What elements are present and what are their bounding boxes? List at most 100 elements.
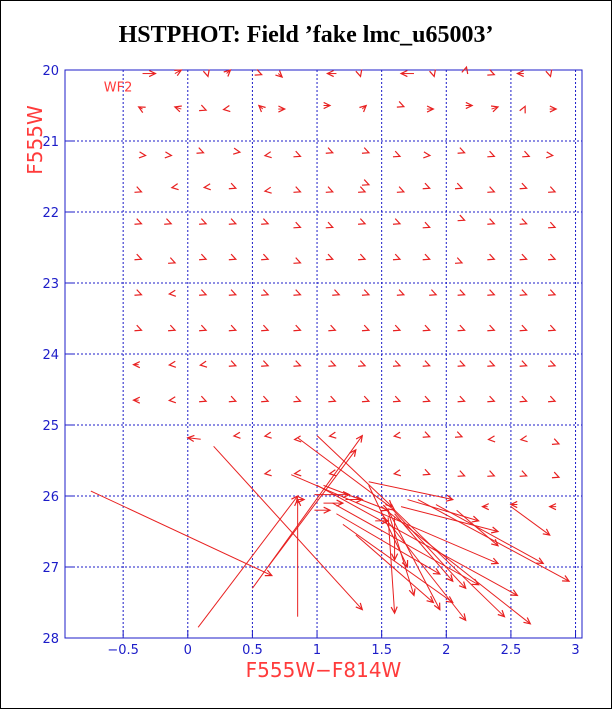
data-point [358,186,367,193]
data-point [457,470,466,477]
data-point [519,105,526,114]
data-point [263,186,272,194]
data-point [422,182,431,190]
x-tick-label: 3 [571,643,579,658]
data-point [361,324,371,332]
data-point [293,221,302,229]
data-point [134,218,143,225]
chart-title: HSTPHOT: Field ’fake lmc_u65003’ [118,22,494,48]
data-point [491,526,500,534]
data-point [325,253,335,261]
data-point [355,69,363,78]
data-point [551,471,561,479]
data-point [422,431,431,438]
data-point [164,151,173,159]
data-point [423,151,432,159]
data-point [198,360,208,368]
data-point [457,395,466,403]
data-point [358,253,367,261]
x-tick-label: 1.5 [371,643,392,658]
data-point [264,569,274,577]
data-point [170,183,179,191]
data-point [293,469,302,477]
data-point [137,106,146,113]
data-point [167,360,177,368]
data-point [497,609,506,618]
data-point [325,147,335,154]
data-point [168,324,177,332]
data-point [196,147,205,154]
data-point [342,490,351,499]
data-point [325,69,334,78]
y-tick-label: 27 [42,561,59,576]
data-point [487,360,496,367]
data-point [361,395,371,403]
data-point [261,324,270,332]
data-point [562,575,571,582]
data-point [167,396,177,404]
data-point [293,150,302,158]
data-point [392,150,402,158]
data-point [228,182,238,190]
data-point [323,506,332,514]
data-point [399,69,408,78]
data-point [519,218,528,225]
data-point [164,218,173,225]
data-point [381,517,390,525]
data-point [536,557,545,565]
data-point [457,147,466,154]
y-tick-label: 20 [42,64,59,79]
data-point [278,105,287,113]
data-point [261,253,270,261]
data-point [167,289,177,297]
data-point [471,515,480,523]
data-point [487,435,496,443]
data-point [228,324,238,332]
y-tick-label: 21 [42,135,59,150]
data-point [429,289,438,296]
data-point [551,438,561,445]
data-point [336,499,345,507]
data-point [168,257,177,264]
data-point [487,150,496,158]
data-point [522,150,531,158]
y-tick-label: 23 [42,277,59,292]
data-point [228,360,238,367]
data-point [261,289,270,296]
data-point [391,553,399,562]
data-point [297,495,306,504]
data-point [293,395,302,403]
data-point [519,360,528,367]
data-point [392,253,402,261]
data-point [134,253,143,261]
data-point [232,147,242,155]
data-point [293,257,302,264]
data-point [385,499,394,508]
data-point [491,539,500,547]
data-point [426,105,435,113]
data-point [408,588,416,597]
data-point [454,431,464,438]
data-point [361,289,371,296]
data-point [549,105,558,113]
data-point [228,395,238,403]
data-point [392,360,402,367]
data-point [355,495,364,504]
data-point [519,395,528,403]
data-point [487,218,496,225]
data-point [261,360,270,367]
x-axis: −0.5 0 0.5 1 1.5 2 2.5 3 [107,630,580,658]
data-point [263,469,272,477]
data-point [545,151,555,159]
data-point [328,324,337,332]
x-axis-title: F555W−F814W [246,658,402,682]
data-point [457,214,466,222]
data-point [509,500,518,509]
data-point [548,221,557,229]
data-point [132,396,141,404]
data-point [422,253,431,261]
data-point [293,289,302,296]
y-axis: 20 21 22 23 24 25 26 27 28 [42,64,73,647]
data-point [548,395,557,403]
